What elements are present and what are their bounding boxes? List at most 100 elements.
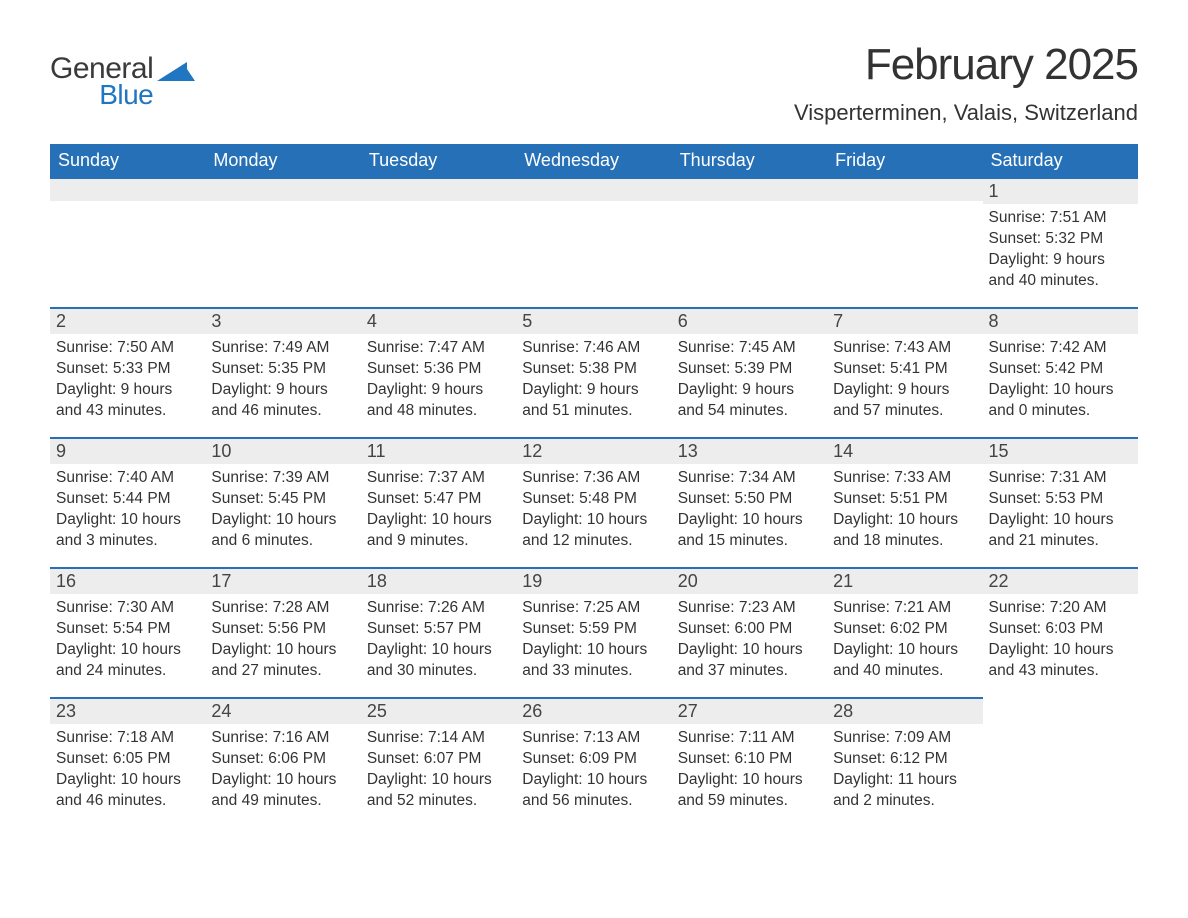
- calendar-row: 9Sunrise: 7:40 AMSunset: 5:44 PMDaylight…: [50, 437, 1138, 567]
- sunset-text: Sunset: 6:00 PM: [678, 619, 821, 640]
- day-number: 8: [983, 307, 1138, 334]
- daylight-text: Daylight: 10 hours and 9 minutes.: [367, 510, 510, 552]
- daylight-text: Daylight: 10 hours and 0 minutes.: [989, 380, 1132, 422]
- sunrise-text: Sunrise: 7:45 AM: [678, 338, 821, 359]
- sunset-text: Sunset: 5:47 PM: [367, 489, 510, 510]
- daylight-text: Daylight: 9 hours and 57 minutes.: [833, 380, 976, 422]
- day-cell: 18Sunrise: 7:26 AMSunset: 5:57 PMDayligh…: [361, 567, 516, 697]
- day-details: Sunrise: 7:43 AMSunset: 5:41 PMDaylight:…: [827, 334, 982, 426]
- logo-word-blue: Blue: [50, 82, 153, 109]
- weekday-header: Saturday: [983, 144, 1138, 177]
- sunset-text: Sunset: 5:48 PM: [522, 489, 665, 510]
- day-details: Sunrise: 7:14 AMSunset: 6:07 PMDaylight:…: [361, 724, 516, 816]
- sunrise-text: Sunrise: 7:28 AM: [211, 598, 354, 619]
- day-cell: 19Sunrise: 7:25 AMSunset: 5:59 PMDayligh…: [516, 567, 671, 697]
- empty-day-header: [827, 177, 982, 201]
- sunrise-text: Sunrise: 7:09 AM: [833, 728, 976, 749]
- day-number: 23: [50, 697, 205, 724]
- daylight-text: Daylight: 10 hours and 15 minutes.: [678, 510, 821, 552]
- day-details: Sunrise: 7:40 AMSunset: 5:44 PMDaylight:…: [50, 464, 205, 556]
- sunrise-text: Sunrise: 7:40 AM: [56, 468, 199, 489]
- day-details: Sunrise: 7:16 AMSunset: 6:06 PMDaylight:…: [205, 724, 360, 816]
- day-cell: 12Sunrise: 7:36 AMSunset: 5:48 PMDayligh…: [516, 437, 671, 567]
- sunset-text: Sunset: 5:36 PM: [367, 359, 510, 380]
- day-cell: 8Sunrise: 7:42 AMSunset: 5:42 PMDaylight…: [983, 307, 1138, 437]
- day-cell: 22Sunrise: 7:20 AMSunset: 6:03 PMDayligh…: [983, 567, 1138, 697]
- day-details: Sunrise: 7:39 AMSunset: 5:45 PMDaylight:…: [205, 464, 360, 556]
- daylight-text: Daylight: 9 hours and 40 minutes.: [989, 250, 1132, 292]
- sunset-text: Sunset: 5:56 PM: [211, 619, 354, 640]
- daylight-text: Daylight: 9 hours and 54 minutes.: [678, 380, 821, 422]
- month-title: February 2025: [794, 40, 1138, 90]
- daylight-text: Daylight: 10 hours and 56 minutes.: [522, 770, 665, 812]
- day-cell: 20Sunrise: 7:23 AMSunset: 6:00 PMDayligh…: [672, 567, 827, 697]
- calendar-row: 1Sunrise: 7:51 AMSunset: 5:32 PMDaylight…: [50, 177, 1138, 307]
- day-details: Sunrise: 7:33 AMSunset: 5:51 PMDaylight:…: [827, 464, 982, 556]
- day-cell: 27Sunrise: 7:11 AMSunset: 6:10 PMDayligh…: [672, 697, 827, 827]
- daylight-text: Daylight: 10 hours and 18 minutes.: [833, 510, 976, 552]
- empty-cell: [672, 177, 827, 307]
- day-details: Sunrise: 7:36 AMSunset: 5:48 PMDaylight:…: [516, 464, 671, 556]
- day-number: 21: [827, 567, 982, 594]
- empty-cell: [50, 177, 205, 307]
- day-number: 25: [361, 697, 516, 724]
- day-number: 26: [516, 697, 671, 724]
- day-number: 13: [672, 437, 827, 464]
- daylight-text: Daylight: 10 hours and 33 minutes.: [522, 640, 665, 682]
- sunrise-text: Sunrise: 7:33 AM: [833, 468, 976, 489]
- day-number: 12: [516, 437, 671, 464]
- day-details: Sunrise: 7:50 AMSunset: 5:33 PMDaylight:…: [50, 334, 205, 426]
- sunset-text: Sunset: 5:54 PM: [56, 619, 199, 640]
- empty-day-header: [361, 177, 516, 201]
- sunset-text: Sunset: 6:05 PM: [56, 749, 199, 770]
- day-cell: 4Sunrise: 7:47 AMSunset: 5:36 PMDaylight…: [361, 307, 516, 437]
- day-number: 22: [983, 567, 1138, 594]
- day-details: Sunrise: 7:30 AMSunset: 5:54 PMDaylight:…: [50, 594, 205, 686]
- sunrise-text: Sunrise: 7:39 AM: [211, 468, 354, 489]
- calendar-header-row: SundayMondayTuesdayWednesdayThursdayFrid…: [50, 144, 1138, 177]
- day-details: Sunrise: 7:25 AMSunset: 5:59 PMDaylight:…: [516, 594, 671, 686]
- day-number: 9: [50, 437, 205, 464]
- sunset-text: Sunset: 5:38 PM: [522, 359, 665, 380]
- sunset-text: Sunset: 5:33 PM: [56, 359, 199, 380]
- sunrise-text: Sunrise: 7:47 AM: [367, 338, 510, 359]
- day-details: Sunrise: 7:51 AMSunset: 5:32 PMDaylight:…: [983, 204, 1138, 296]
- day-number: 2: [50, 307, 205, 334]
- day-number: 3: [205, 307, 360, 334]
- day-cell: 26Sunrise: 7:13 AMSunset: 6:09 PMDayligh…: [516, 697, 671, 827]
- sunset-text: Sunset: 6:02 PM: [833, 619, 976, 640]
- sunset-text: Sunset: 5:50 PM: [678, 489, 821, 510]
- day-cell: 16Sunrise: 7:30 AMSunset: 5:54 PMDayligh…: [50, 567, 205, 697]
- day-details: Sunrise: 7:21 AMSunset: 6:02 PMDaylight:…: [827, 594, 982, 686]
- sunrise-text: Sunrise: 7:21 AM: [833, 598, 976, 619]
- sunrise-text: Sunrise: 7:11 AM: [678, 728, 821, 749]
- day-number: 1: [983, 177, 1138, 204]
- empty-cell: [516, 177, 671, 307]
- sunrise-text: Sunrise: 7:49 AM: [211, 338, 354, 359]
- daylight-text: Daylight: 10 hours and 30 minutes.: [367, 640, 510, 682]
- day-number: 19: [516, 567, 671, 594]
- daylight-text: Daylight: 9 hours and 48 minutes.: [367, 380, 510, 422]
- location-subtitle: Visperterminen, Valais, Switzerland: [794, 100, 1138, 126]
- day-cell: 17Sunrise: 7:28 AMSunset: 5:56 PMDayligh…: [205, 567, 360, 697]
- sunset-text: Sunset: 6:06 PM: [211, 749, 354, 770]
- calendar-row: 16Sunrise: 7:30 AMSunset: 5:54 PMDayligh…: [50, 567, 1138, 697]
- daylight-text: Daylight: 10 hours and 40 minutes.: [833, 640, 976, 682]
- logo: General Blue: [50, 40, 195, 108]
- day-cell: 5Sunrise: 7:46 AMSunset: 5:38 PMDaylight…: [516, 307, 671, 437]
- empty-day-header: [50, 177, 205, 201]
- sunrise-text: Sunrise: 7:26 AM: [367, 598, 510, 619]
- calendar-body: 1Sunrise: 7:51 AMSunset: 5:32 PMDaylight…: [50, 177, 1138, 827]
- weekday-header: Thursday: [672, 144, 827, 177]
- empty-day-header: [516, 177, 671, 201]
- sunset-text: Sunset: 6:07 PM: [367, 749, 510, 770]
- day-number: 15: [983, 437, 1138, 464]
- day-details: Sunrise: 7:37 AMSunset: 5:47 PMDaylight:…: [361, 464, 516, 556]
- sunset-text: Sunset: 5:42 PM: [989, 359, 1132, 380]
- sunrise-text: Sunrise: 7:13 AM: [522, 728, 665, 749]
- daylight-text: Daylight: 10 hours and 49 minutes.: [211, 770, 354, 812]
- daylight-text: Daylight: 10 hours and 37 minutes.: [678, 640, 821, 682]
- day-cell: 13Sunrise: 7:34 AMSunset: 5:50 PMDayligh…: [672, 437, 827, 567]
- day-details: Sunrise: 7:23 AMSunset: 6:00 PMDaylight:…: [672, 594, 827, 686]
- weekday-header: Monday: [205, 144, 360, 177]
